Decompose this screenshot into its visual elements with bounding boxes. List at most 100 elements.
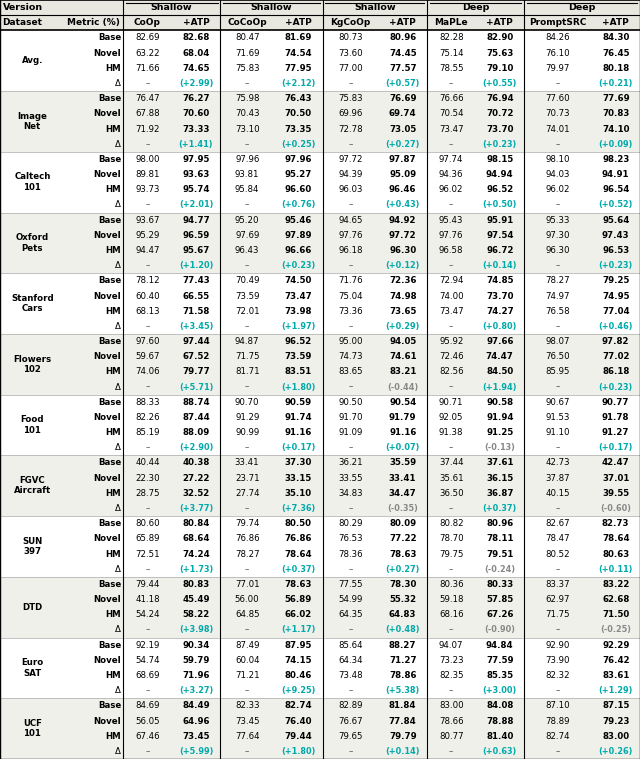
Text: Δ: Δ bbox=[115, 686, 121, 695]
Text: 94.05: 94.05 bbox=[389, 337, 417, 346]
Text: 82.56: 82.56 bbox=[439, 367, 463, 376]
Text: 73.35: 73.35 bbox=[285, 124, 312, 134]
Text: 77.22: 77.22 bbox=[389, 534, 417, 543]
Text: 97.54: 97.54 bbox=[486, 231, 513, 240]
Text: 73.10: 73.10 bbox=[235, 124, 259, 134]
Text: 96.72: 96.72 bbox=[486, 246, 513, 255]
Text: 93.73: 93.73 bbox=[135, 185, 159, 194]
Text: 97.76: 97.76 bbox=[439, 231, 463, 240]
Text: 71.66: 71.66 bbox=[135, 64, 160, 73]
Text: 80.73: 80.73 bbox=[339, 33, 363, 43]
Text: (+0.37): (+0.37) bbox=[282, 565, 316, 574]
Text: 33.15: 33.15 bbox=[285, 474, 312, 483]
Text: 79.74: 79.74 bbox=[235, 519, 259, 528]
Text: –: – bbox=[348, 322, 353, 331]
Text: 95.20: 95.20 bbox=[235, 216, 259, 225]
Text: HM: HM bbox=[106, 671, 121, 680]
Text: Flowers
102: Flowers 102 bbox=[13, 354, 51, 374]
Text: 78.86: 78.86 bbox=[389, 671, 417, 680]
Text: 73.05: 73.05 bbox=[389, 124, 417, 134]
Text: 82.26: 82.26 bbox=[135, 413, 160, 422]
Text: 83.00: 83.00 bbox=[602, 732, 629, 741]
Text: 54.24: 54.24 bbox=[135, 610, 160, 619]
Text: 65.89: 65.89 bbox=[135, 534, 159, 543]
Text: 80.29: 80.29 bbox=[339, 519, 363, 528]
Text: 76.86: 76.86 bbox=[285, 534, 312, 543]
Bar bbox=[0, 516, 640, 577]
Text: –: – bbox=[556, 565, 560, 574]
Text: 80.60: 80.60 bbox=[135, 519, 160, 528]
Text: 94.77: 94.77 bbox=[182, 216, 210, 225]
Text: –: – bbox=[245, 261, 250, 270]
Text: 96.46: 96.46 bbox=[389, 185, 417, 194]
Text: HM: HM bbox=[106, 307, 121, 316]
Text: –: – bbox=[556, 383, 560, 392]
Text: 22.30: 22.30 bbox=[135, 474, 160, 483]
Text: (+5.99): (+5.99) bbox=[179, 747, 213, 756]
Text: 94.36: 94.36 bbox=[439, 170, 463, 179]
Text: (+0.29): (+0.29) bbox=[385, 322, 420, 331]
Text: Base: Base bbox=[98, 337, 121, 346]
Text: 71.58: 71.58 bbox=[182, 307, 210, 316]
Text: 97.60: 97.60 bbox=[135, 337, 159, 346]
Text: (+1.29): (+1.29) bbox=[598, 686, 633, 695]
Text: Novel: Novel bbox=[93, 352, 121, 361]
Text: 95.46: 95.46 bbox=[285, 216, 312, 225]
Text: 90.59: 90.59 bbox=[285, 398, 312, 407]
Text: –: – bbox=[245, 565, 250, 574]
Text: –: – bbox=[348, 747, 353, 756]
Text: 95.92: 95.92 bbox=[439, 337, 463, 346]
Text: 56.89: 56.89 bbox=[285, 595, 312, 604]
Text: 56.00: 56.00 bbox=[235, 595, 259, 604]
Text: (+0.25): (+0.25) bbox=[281, 140, 316, 149]
Text: FGVC
Aircraft: FGVC Aircraft bbox=[13, 476, 51, 496]
Text: CoCoOp: CoCoOp bbox=[227, 18, 267, 27]
Text: 79.10: 79.10 bbox=[486, 64, 513, 73]
Text: 40.15: 40.15 bbox=[545, 489, 570, 498]
Text: Version: Version bbox=[3, 3, 43, 12]
Text: –: – bbox=[449, 140, 453, 149]
Text: 85.64: 85.64 bbox=[339, 641, 363, 650]
Text: –: – bbox=[245, 443, 250, 452]
Text: 73.98: 73.98 bbox=[285, 307, 312, 316]
Text: 92.19: 92.19 bbox=[135, 641, 159, 650]
Text: 91.78: 91.78 bbox=[602, 413, 630, 422]
Text: 82.33: 82.33 bbox=[235, 701, 259, 710]
Text: (+1.41): (+1.41) bbox=[179, 140, 213, 149]
Text: 74.65: 74.65 bbox=[182, 64, 210, 73]
Text: 70.73: 70.73 bbox=[545, 109, 570, 118]
Text: 71.21: 71.21 bbox=[235, 671, 259, 680]
Text: 81.71: 81.71 bbox=[235, 367, 259, 376]
Text: (+2.12): (+2.12) bbox=[281, 79, 316, 88]
Text: 73.23: 73.23 bbox=[439, 656, 463, 665]
Bar bbox=[0, 213, 640, 273]
Text: 96.43: 96.43 bbox=[235, 246, 259, 255]
Text: 67.46: 67.46 bbox=[135, 732, 160, 741]
Text: 98.23: 98.23 bbox=[602, 155, 629, 164]
Text: 91.74: 91.74 bbox=[285, 413, 312, 422]
Text: 82.74: 82.74 bbox=[285, 701, 312, 710]
Text: 96.59: 96.59 bbox=[182, 231, 209, 240]
Text: 97.87: 97.87 bbox=[389, 155, 417, 164]
Text: 55.32: 55.32 bbox=[389, 595, 416, 604]
Text: (+0.09): (+0.09) bbox=[598, 140, 633, 149]
Text: 27.22: 27.22 bbox=[182, 474, 210, 483]
Text: 77.02: 77.02 bbox=[602, 352, 630, 361]
Text: 91.10: 91.10 bbox=[545, 428, 570, 437]
Text: 78.64: 78.64 bbox=[285, 550, 312, 559]
Text: +ATP: +ATP bbox=[389, 18, 416, 27]
Text: Novel: Novel bbox=[93, 474, 121, 483]
Text: 71.75: 71.75 bbox=[545, 610, 570, 619]
Text: 96.03: 96.03 bbox=[339, 185, 363, 194]
Text: Novel: Novel bbox=[93, 656, 121, 665]
Text: (-0.35): (-0.35) bbox=[387, 504, 418, 513]
Text: 74.24: 74.24 bbox=[182, 550, 210, 559]
Text: 78.66: 78.66 bbox=[439, 716, 463, 726]
Text: 78.63: 78.63 bbox=[285, 580, 312, 589]
Text: Base: Base bbox=[98, 276, 121, 285]
Text: 77.69: 77.69 bbox=[602, 94, 630, 103]
Bar bbox=[0, 91, 640, 152]
Text: (+0.11): (+0.11) bbox=[598, 565, 633, 574]
Text: Avg.: Avg. bbox=[22, 56, 43, 65]
Text: –: – bbox=[449, 686, 453, 695]
